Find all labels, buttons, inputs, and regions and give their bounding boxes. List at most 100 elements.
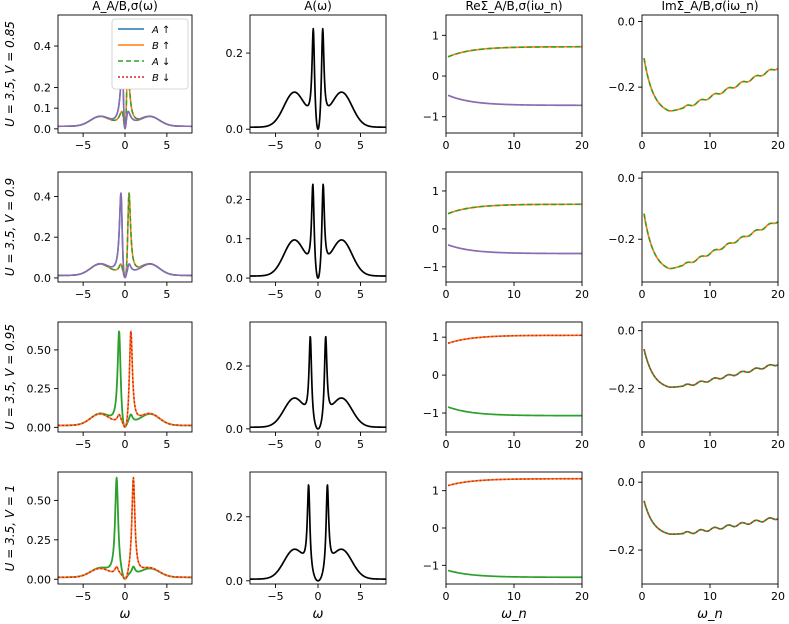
x-tick-label: 20	[771, 438, 785, 451]
series-total-A	[250, 335, 386, 430]
legend-label: A ↑	[151, 25, 170, 36]
subplot-r1-c0: −5 0 5 0.0 0.2 0.4 U = 3.5, V = 0.9	[3, 171, 193, 301]
series-b-down	[58, 476, 192, 580]
series-lower	[447, 569, 582, 579]
y-tick-label: −0.2	[608, 81, 635, 94]
y-tick-label: 0.4	[34, 190, 52, 203]
x-tick-label: 0	[443, 438, 450, 451]
x-tick-label: 5	[357, 139, 364, 152]
axes-frame	[641, 321, 779, 433]
x-tick-label: 10	[507, 590, 521, 603]
x-tick-label: −5	[267, 139, 283, 152]
axes-frame	[445, 171, 583, 283]
legend-label: B ↓	[152, 73, 170, 84]
x-tick-label: −5	[75, 139, 91, 152]
series-b-down-overlap	[58, 192, 192, 279]
x-tick-label: 20	[771, 288, 785, 301]
y-tick-label: −0.2	[608, 233, 635, 246]
series-a-up-a-down	[58, 476, 192, 580]
x-tick-label: 10	[507, 288, 521, 301]
axes-frame	[57, 171, 193, 283]
x-tick-label: 10	[703, 438, 717, 451]
y-tick-label: 0.0	[226, 423, 244, 436]
y-tick-label: 0.0	[618, 172, 636, 185]
axes-frame	[57, 321, 193, 433]
series-upper-dashed	[447, 203, 582, 215]
y-tick-label: 0.2	[34, 81, 52, 94]
row-label: U = 3.5, V = 0.95	[3, 324, 17, 430]
y-tick-label: −1	[423, 407, 439, 420]
x-tick-label: 5	[163, 288, 170, 301]
y-tick-label: 0.2	[226, 511, 244, 524]
x-tick-label: −5	[267, 590, 283, 603]
subplot-r3-c0: −5 0 5 0.00 0.25 0.50 U = 3.5, V = 1 ω	[3, 471, 193, 622]
y-tick-label: 1	[432, 485, 439, 498]
axes-frame	[445, 471, 583, 585]
subplot-r0-c3: 0 10 20 −0.2 0.0 ImΣ_A/B,σ(iω_n)	[608, 0, 785, 152]
y-tick-label: 0.1	[34, 102, 52, 115]
subplot-r1-c3: 0 10 20 −0.2 0.0	[608, 171, 785, 301]
y-tick-label: 1	[432, 185, 439, 198]
series-solid	[643, 348, 778, 389]
series-a-up-a-down	[58, 330, 192, 428]
subplot-r2-c0: −5 0 5 0.00 0.25 0.50 U = 3.5, V = 0.95	[3, 321, 193, 451]
y-tick-label: 1	[432, 29, 439, 42]
axes-frame	[57, 471, 193, 585]
x-tick-label: 0	[315, 590, 322, 603]
y-tick-label: 0	[432, 70, 439, 83]
y-tick-label: 0	[432, 522, 439, 535]
series-upper-dashed	[447, 334, 582, 344]
x-tick-label: 0	[639, 139, 646, 152]
series-b-down-overlap	[58, 66, 192, 130]
axes-frame	[641, 471, 779, 585]
subplot-title: A(ω)	[304, 0, 332, 13]
y-tick-label: 0.0	[618, 16, 636, 29]
x-tick-label: 20	[575, 139, 589, 152]
subplot-r3-c2: 0 10 20 −1 0 1 ω_n	[423, 471, 589, 622]
x-tick-label: 20	[771, 139, 785, 152]
axes-frame	[641, 171, 779, 283]
series-b-down	[58, 330, 192, 428]
x-tick-label: −5	[75, 288, 91, 301]
x-tick-label: 10	[703, 590, 717, 603]
x-tick-label: 20	[575, 438, 589, 451]
axes-frame	[249, 471, 387, 585]
x-tick-label: 5	[163, 590, 170, 603]
series-dashed	[643, 57, 778, 112]
y-tick-label: 0.0	[226, 123, 244, 136]
x-tick-label: 10	[507, 438, 521, 451]
x-tick-label: 10	[703, 288, 717, 301]
x-tick-label: 5	[163, 438, 170, 451]
series-dashed	[643, 348, 778, 388]
subplot-r2-c3: 0 10 20 −0.2 0.0	[608, 321, 785, 451]
subplot-r3-c1: −5 0 5 0.0 0.2 ω	[226, 471, 387, 622]
series-a-up	[58, 192, 192, 279]
x-tick-label: 20	[575, 590, 589, 603]
subplot-title: ImΣ_A/B,σ(iω_n)	[661, 0, 758, 13]
series-a-down	[58, 192, 192, 279]
x-axis-label: ω_n	[501, 607, 527, 622]
y-tick-label: 0.0	[34, 123, 52, 136]
x-tick-label: 10	[507, 139, 521, 152]
series-b-up	[58, 476, 192, 580]
series-b-up	[58, 192, 192, 279]
x-tick-label: −5	[75, 590, 91, 603]
y-tick-label: 0.2	[34, 231, 52, 244]
y-tick-label: 0.1	[226, 233, 244, 246]
x-tick-label: 0	[315, 139, 322, 152]
subplot-r2-c1: −5 0 5 0.0 0.2	[226, 321, 387, 451]
series-lower	[447, 406, 582, 417]
series-total-A	[250, 27, 386, 131]
y-tick-label: 0.0	[226, 272, 244, 285]
row-label: U = 3.5, V = 0.9	[3, 178, 17, 276]
y-tick-label: 0.25	[27, 534, 52, 547]
series-solid	[643, 57, 778, 112]
y-tick-label: 0.50	[27, 494, 52, 507]
row-label: U = 3.5, V = 0.85	[3, 21, 17, 127]
x-tick-label: 0	[315, 288, 322, 301]
x-axis-label: ω_n	[697, 607, 723, 622]
x-tick-label: 0	[443, 288, 450, 301]
legend: A ↑ B ↑ A ↓ B ↓	[111, 18, 189, 90]
axes-frame	[249, 321, 387, 433]
